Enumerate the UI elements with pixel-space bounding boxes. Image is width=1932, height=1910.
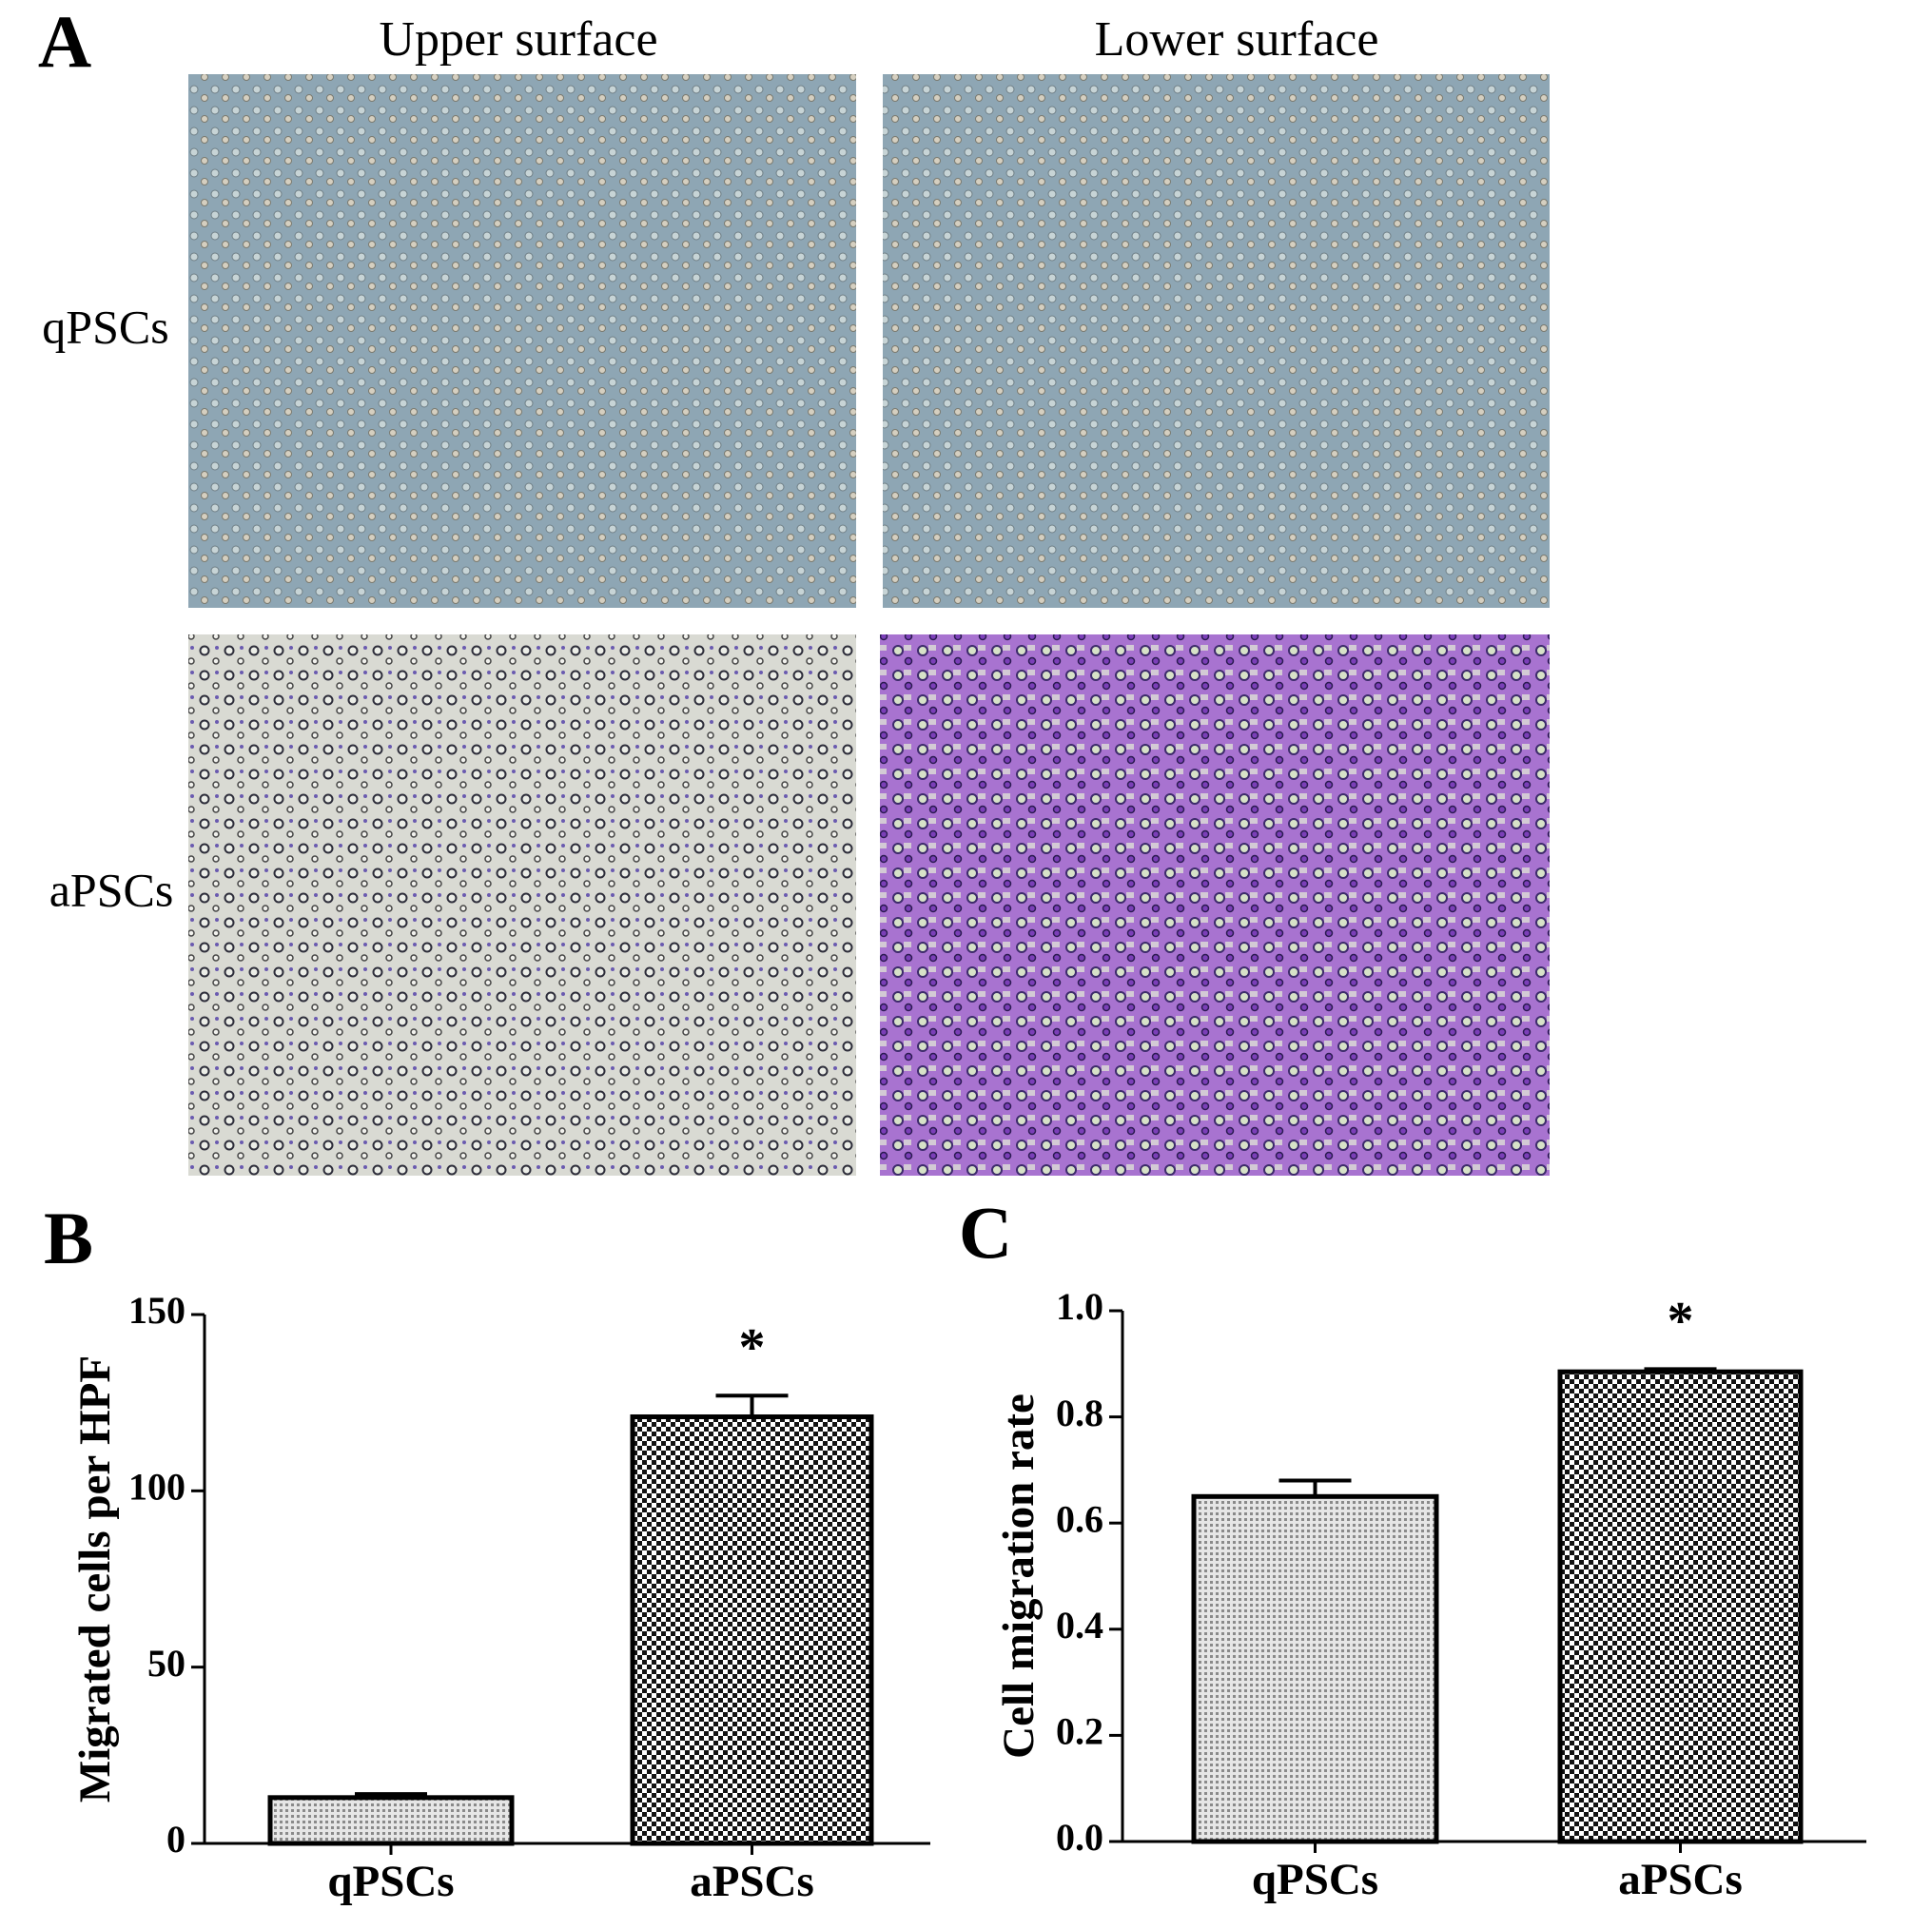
- significance-mark: *: [739, 1318, 766, 1377]
- x-tick-label: qPSCs: [1252, 1855, 1378, 1904]
- y-tick-label: 150: [128, 1289, 185, 1332]
- row-label: aPSCs: [49, 863, 174, 916]
- y-tick-label: 0.4: [1056, 1604, 1103, 1647]
- column-header: Upper surface: [379, 12, 657, 67]
- panel-label: A: [38, 0, 91, 83]
- y-axis-label: Cell migration rate: [994, 1394, 1044, 1759]
- bar: [1191, 1493, 1439, 1844]
- x-tick-label: qPSCs: [327, 1857, 454, 1906]
- y-tick-label: 0: [166, 1818, 185, 1861]
- panel-label: C: [959, 1191, 1012, 1274]
- significance-mark: *: [1668, 1292, 1694, 1351]
- micrograph: [880, 634, 1550, 1176]
- y-tick-label: 0.8: [1056, 1392, 1103, 1434]
- bar: [630, 1413, 874, 1846]
- x-tick-label: aPSCs: [1618, 1855, 1743, 1904]
- bar: [267, 1795, 515, 1846]
- row-label: qPSCs: [42, 300, 168, 353]
- y-tick-label: 1.0: [1056, 1285, 1103, 1328]
- micrograph: [188, 74, 856, 608]
- column-header: Lower surface: [1095, 12, 1379, 67]
- panel-label: B: [44, 1197, 93, 1279]
- y-axis-label: Migrated cells per HPF: [70, 1355, 120, 1803]
- x-tick-label: aPSCs: [690, 1857, 814, 1906]
- y-tick-label: 100: [128, 1466, 185, 1509]
- bar: [1557, 1369, 1804, 1844]
- y-tick-label: 0.2: [1056, 1710, 1103, 1753]
- y-tick-label: 0.6: [1056, 1497, 1103, 1540]
- micrograph: [188, 634, 856, 1176]
- y-tick-label: 0.0: [1056, 1816, 1103, 1859]
- micrograph: [883, 74, 1550, 608]
- y-tick-label: 50: [147, 1642, 185, 1685]
